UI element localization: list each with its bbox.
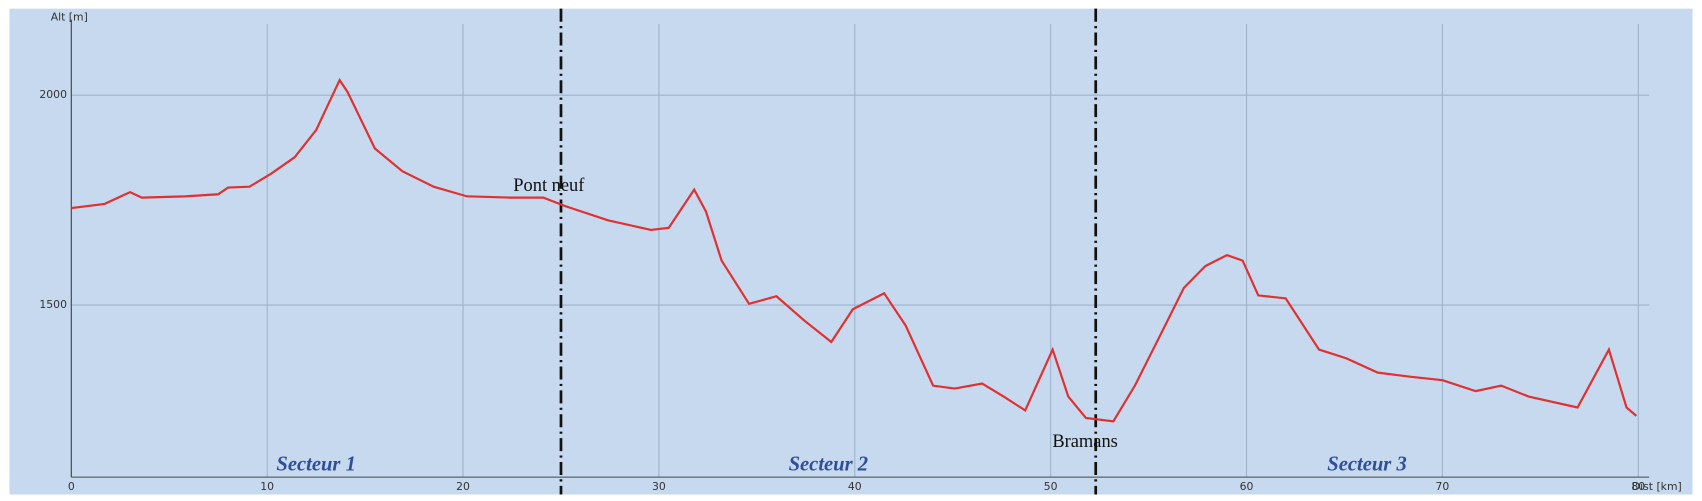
- x-tick-label: 40: [848, 480, 862, 493]
- annotation: Bramans: [1052, 431, 1117, 451]
- sector-label: Secteur 1: [276, 454, 356, 476]
- x-tick-label: 10: [260, 480, 274, 493]
- y-tick-label: 1500: [39, 298, 67, 311]
- background: [9, 8, 1693, 495]
- x-tick-label: 50: [1044, 480, 1058, 493]
- x-tick-label: 60: [1240, 480, 1254, 493]
- y-axis-label: Alt [m]: [51, 10, 88, 23]
- x-tick-label: 30: [652, 480, 666, 493]
- x-tick-label: 20: [456, 480, 470, 493]
- sector-label: Secteur 3: [1327, 454, 1407, 476]
- x-tick-label: 80: [1631, 480, 1645, 493]
- elevation-line: [71, 77, 1638, 423]
- sector-label: Secteur 2: [789, 454, 869, 476]
- y-tick-label: 2000: [39, 88, 67, 101]
- annotation: Pont neuf: [513, 175, 585, 195]
- x-tick-label: 70: [1436, 480, 1450, 493]
- x-tick-label: 0: [68, 480, 75, 493]
- x-axis-label: Dist [km]: [1632, 480, 1682, 493]
